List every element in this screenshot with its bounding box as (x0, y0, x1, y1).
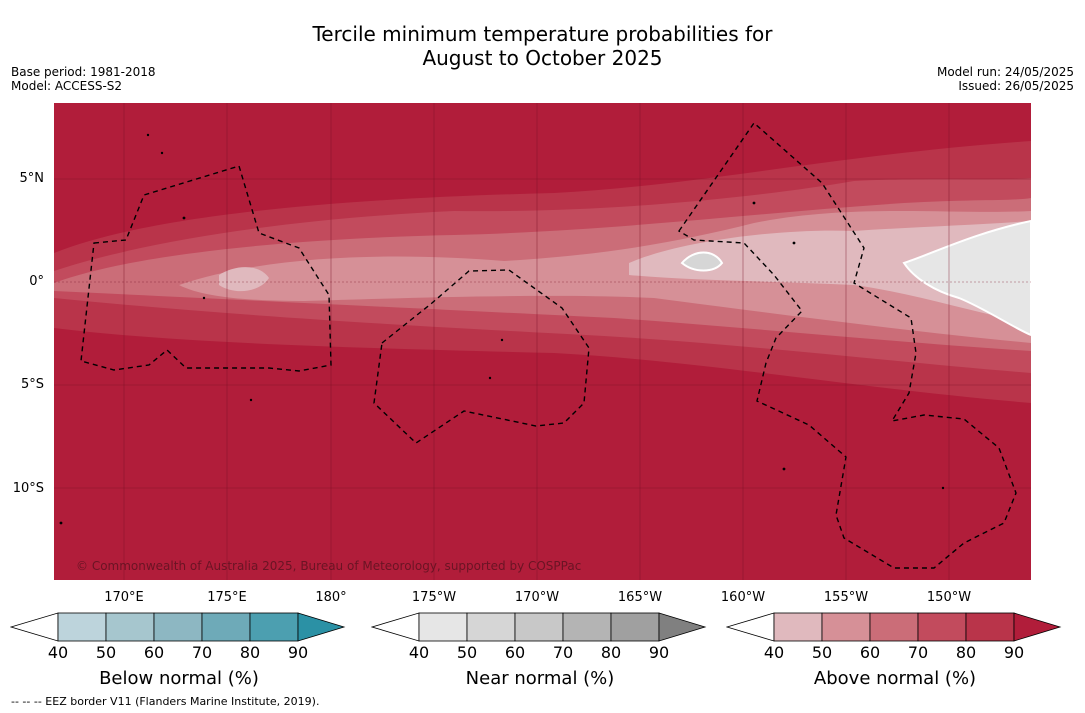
colorbar-above-tick: 70 (907, 643, 929, 662)
colorbar-below-normal (10, 612, 346, 642)
lon-label-160w: 160°W (720, 590, 766, 605)
lon-label-170w: 170°W (514, 590, 560, 605)
colorbar-near-high-extend (658, 612, 707, 642)
colorbar-below-tick: 40 (47, 643, 69, 662)
region-upper-light (629, 221, 1031, 323)
colorbar-below-high-extend (297, 612, 346, 642)
colorbar-above-segment (773, 612, 823, 642)
lon-label-165w: 165°W (617, 590, 663, 605)
colorbar-above-tick: 50 (811, 643, 833, 662)
issued-date: Issued: 26/05/2025 (958, 79, 1074, 93)
colorbar-near-normal (371, 612, 707, 642)
base-period: Base period: 1981-2018 (11, 65, 156, 79)
copyright-notice: © Commonwealth of Australia 2025, Bureau… (76, 559, 582, 573)
colorbar-label-above: Above normal (%) (813, 668, 977, 689)
colorbar-near-tick: 80 (600, 643, 622, 662)
model-run: Model run: 24/05/2025 (936, 65, 1074, 79)
model-name: Model: ACCESS-S2 (11, 79, 123, 93)
colorbar-above-high-extend (1013, 612, 1062, 642)
colorbar-near-tick: 70 (552, 643, 574, 662)
lon-label-175e: 175°E (207, 590, 247, 605)
colorbar-above-segment (965, 612, 1015, 642)
eez-borders (80, 121, 1017, 569)
region-left-light (219, 267, 269, 292)
colorbar-above-segment (821, 612, 871, 642)
colorbar-near-segment (466, 612, 516, 642)
colorbar-above-tick: 90 (1003, 643, 1025, 662)
lat-label-10s: 10°S (12, 481, 44, 496)
title-line-1: Tercile minimum temperature probabilitie… (312, 22, 773, 46)
lat-label-equator: 0° (29, 274, 44, 289)
colorbar-above-tick: 80 (955, 643, 977, 662)
near-normal-blob (902, 219, 1031, 337)
lat-label-5s: 5°S (20, 377, 44, 392)
chart-title: Tercile minimum temperature probabilitie… (0, 22, 1085, 70)
lon-label-155w: 155°W (823, 590, 869, 605)
lat-label-5n: 5°N (19, 171, 45, 186)
colorbar-near-tick: 90 (648, 643, 670, 662)
colorbar-above-tick: 40 (763, 643, 785, 662)
colorbar-below-tick: 50 (95, 643, 117, 662)
title-line-2: August to October 2025 (422, 46, 663, 70)
colorbar-above-low-extend (726, 612, 775, 642)
colorbar-above-segment (869, 612, 919, 642)
colorbar-below-tick: 70 (191, 643, 213, 662)
colorbar-below-segment (249, 612, 299, 642)
lon-label-170e: 170°E (104, 590, 144, 605)
colorbar-near-segment (418, 612, 468, 642)
colorbar-above-normal (726, 612, 1062, 642)
meta-left: Base period: 1981-2018 Model: ACCESS-S2 (11, 65, 156, 93)
eez-legend-note: -- -- -- EEZ border V11 (Flanders Marine… (11, 695, 320, 708)
colorbar-label-below: Below normal (%) (99, 668, 259, 689)
colorbar-near-tick: 40 (408, 643, 430, 662)
colorbar-near-low-extend (371, 612, 420, 642)
colorbar-below-tick: 60 (143, 643, 165, 662)
map-gridlines (54, 103, 1031, 580)
colorbar-above-segment (917, 612, 967, 642)
colorbar-near-tick: 50 (456, 643, 478, 662)
colorbar-below-tick: 80 (239, 643, 261, 662)
lon-label-180: 180° (315, 590, 347, 605)
probability-map (54, 103, 1031, 580)
colorbar-below-segment (105, 612, 155, 642)
colorbar-below-low-extend (10, 612, 59, 642)
colorbar-near-segment (514, 612, 564, 642)
near-normal-blob-small (680, 251, 724, 272)
lon-label-175w: 175°W (411, 590, 457, 605)
colorbar-below-segment (57, 612, 107, 642)
lon-label-150w: 150°W (926, 590, 972, 605)
colorbar-label-near: Near normal (%) (465, 668, 615, 689)
colorbar-near-segment (610, 612, 660, 642)
colorbar-below-tick: 90 (287, 643, 309, 662)
colorbar-below-segment (201, 612, 251, 642)
colorbar-above-tick: 60 (859, 643, 881, 662)
colorbar-near-tick: 60 (504, 643, 526, 662)
islands (59, 133, 945, 525)
colorbar-near-segment (562, 612, 612, 642)
colorbar-below-segment (153, 612, 203, 642)
meta-right: Model run: 24/05/2025 Issued: 26/05/2025 (937, 65, 1074, 93)
